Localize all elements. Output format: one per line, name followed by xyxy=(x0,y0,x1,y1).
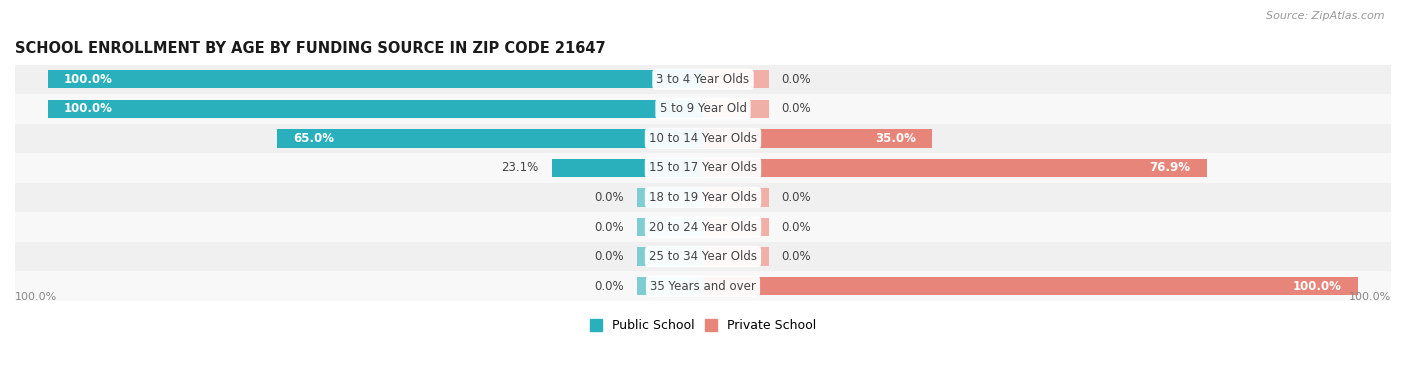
Bar xyxy=(15,271,1391,301)
Text: 0.0%: 0.0% xyxy=(782,191,811,204)
Bar xyxy=(703,70,769,89)
Bar xyxy=(15,94,1391,124)
Text: 10 to 14 Year Olds: 10 to 14 Year Olds xyxy=(650,132,756,145)
Text: 0.0%: 0.0% xyxy=(595,250,624,263)
Text: 35 Years and over: 35 Years and over xyxy=(650,280,756,293)
Bar xyxy=(703,159,1206,177)
Bar xyxy=(703,247,769,266)
Bar xyxy=(703,277,1358,295)
Text: 0.0%: 0.0% xyxy=(782,73,811,86)
Bar xyxy=(703,188,769,207)
Text: 0.0%: 0.0% xyxy=(595,221,624,233)
Text: 65.0%: 65.0% xyxy=(294,132,335,145)
Bar xyxy=(48,100,703,118)
Text: 23.1%: 23.1% xyxy=(502,161,538,175)
Bar xyxy=(637,188,703,207)
Bar xyxy=(551,159,703,177)
Text: 25 to 34 Year Olds: 25 to 34 Year Olds xyxy=(650,250,756,263)
Text: 100.0%: 100.0% xyxy=(1294,280,1341,293)
Text: SCHOOL ENROLLMENT BY AGE BY FUNDING SOURCE IN ZIP CODE 21647: SCHOOL ENROLLMENT BY AGE BY FUNDING SOUR… xyxy=(15,41,606,57)
Text: 35.0%: 35.0% xyxy=(875,132,915,145)
Text: 76.9%: 76.9% xyxy=(1150,161,1191,175)
Text: 0.0%: 0.0% xyxy=(782,102,811,115)
Bar xyxy=(277,129,703,147)
Bar xyxy=(637,218,703,236)
Text: 18 to 19 Year Olds: 18 to 19 Year Olds xyxy=(650,191,756,204)
Bar xyxy=(48,70,703,89)
Bar xyxy=(15,183,1391,212)
Text: 0.0%: 0.0% xyxy=(782,221,811,233)
Text: 100.0%: 100.0% xyxy=(65,73,112,86)
Text: 0.0%: 0.0% xyxy=(595,280,624,293)
Bar xyxy=(703,218,769,236)
Bar xyxy=(15,124,1391,153)
Text: 0.0%: 0.0% xyxy=(595,191,624,204)
Bar xyxy=(15,153,1391,183)
Text: 15 to 17 Year Olds: 15 to 17 Year Olds xyxy=(650,161,756,175)
Bar xyxy=(15,242,1391,271)
Text: 0.0%: 0.0% xyxy=(782,250,811,263)
Text: 20 to 24 Year Olds: 20 to 24 Year Olds xyxy=(650,221,756,233)
Text: 100.0%: 100.0% xyxy=(65,102,112,115)
Bar xyxy=(703,129,932,147)
Text: 5 to 9 Year Old: 5 to 9 Year Old xyxy=(659,102,747,115)
Bar xyxy=(637,247,703,266)
Bar xyxy=(15,64,1391,94)
Text: 100.0%: 100.0% xyxy=(1348,293,1391,302)
Text: 100.0%: 100.0% xyxy=(15,293,58,302)
Legend: Public School, Private School: Public School, Private School xyxy=(585,314,821,337)
Text: Source: ZipAtlas.com: Source: ZipAtlas.com xyxy=(1267,11,1385,21)
Bar xyxy=(15,212,1391,242)
Text: 3 to 4 Year Olds: 3 to 4 Year Olds xyxy=(657,73,749,86)
Bar xyxy=(703,100,769,118)
Bar xyxy=(637,277,703,295)
